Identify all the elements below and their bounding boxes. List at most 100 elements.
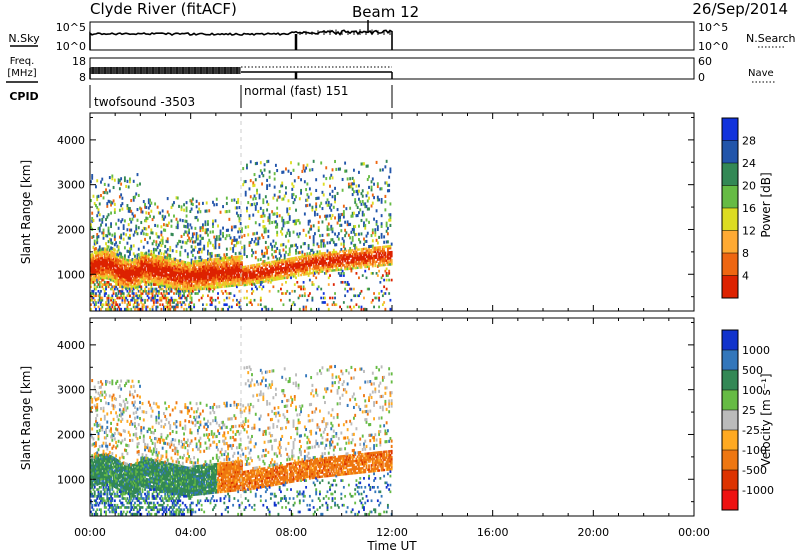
range-cell [233,276,236,279]
range-cell [149,198,151,202]
range-cell [105,234,107,238]
range-cell [214,280,217,283]
range-cell [252,276,255,279]
range-cell [298,232,301,236]
range-cell [90,510,92,514]
range-cell [102,264,105,268]
nave-label: Nave [748,68,774,79]
range-cell [280,184,282,188]
range-cell [93,285,96,289]
range-cell [105,252,107,256]
range-cell [310,259,313,263]
range-cell [100,280,102,284]
range-cell [256,281,258,285]
range-cell [258,263,261,266]
range-cell [117,266,120,270]
range-cell [116,307,119,311]
range-cell [140,261,143,265]
range-cell [389,213,392,217]
range-cell [127,273,130,276]
range-cell [95,461,97,465]
range-cell [266,248,269,252]
range-cell [210,278,213,282]
range-cell [105,283,107,286]
range-cell [92,508,95,512]
range-cell [217,267,219,271]
range-cell [229,278,232,282]
range-cell [162,256,165,259]
range-cell [115,301,118,304]
range-cell [189,286,192,289]
range-cell [359,240,362,244]
range-cell [219,210,222,214]
freq-tick-bottom: 8 [79,71,86,84]
range-cell [213,270,216,273]
range-cell [95,473,97,477]
range-cell [160,276,163,279]
range-cell [201,279,204,282]
range-cell [195,288,198,291]
range-cell [246,269,248,272]
range-cell [100,301,102,304]
range-cell [224,263,227,266]
range-cell [358,189,360,193]
range-cell [183,289,185,292]
range-cell [266,267,269,271]
range-cell [368,251,370,254]
range-cell [330,259,333,262]
range-cell [238,273,241,277]
range-cell [262,219,265,223]
range-cell [249,266,252,270]
range-cell [170,282,173,285]
range-cell [243,283,246,287]
range-cell [306,182,309,186]
range-cell [129,289,131,293]
range-cell [253,265,256,269]
range-cell [305,188,308,192]
range-cell [91,279,94,282]
range-cell [209,252,212,256]
range-cell [369,255,372,258]
range-cell [360,264,363,267]
range-cell [115,283,118,286]
range-cell [347,249,350,252]
range-cell [116,296,119,300]
range-cell [92,280,95,284]
range-cell [106,273,109,276]
range-cell [135,192,138,196]
range-cell [142,289,145,293]
range-cell [90,499,92,503]
range-cell [370,233,373,238]
range-cell [92,483,95,486]
range-cell [253,283,256,286]
range-cell [118,273,121,277]
range-cell [96,473,99,476]
range-cell [194,278,197,281]
range-cell [186,285,189,289]
range-cell [118,275,121,279]
range-cell [266,178,269,182]
range-cell [106,307,109,311]
range-cell [251,272,253,275]
range-cell [169,307,172,311]
range-cell [358,258,360,261]
range-cell [130,307,133,311]
range-cell [223,285,226,288]
range-cell [243,233,246,238]
range-cell [196,261,199,265]
range-cell [190,264,193,267]
range-cell [205,230,208,235]
range-cell [252,272,255,275]
range-cell [335,167,338,171]
range-cell [331,303,334,307]
range-cell [295,195,297,199]
range-cell [90,274,92,277]
range-cell [190,268,193,271]
range-cell [118,259,121,262]
range-cell [129,228,131,232]
range-cell [98,202,101,206]
range-cell [184,265,187,268]
range-cell [127,267,130,270]
range-cell [327,269,330,273]
range-cell [165,263,168,266]
